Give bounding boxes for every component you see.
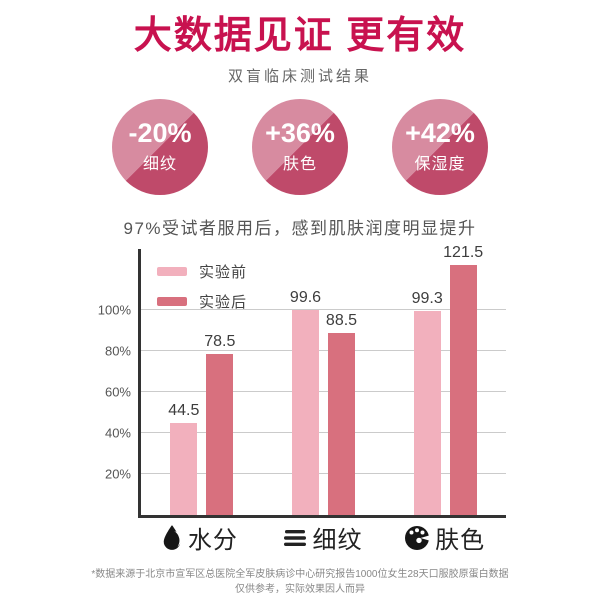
bar-wrapper: 99.6 [290,289,321,515]
category-label: 水分 [187,527,238,555]
y-tick-label: 100% [97,302,131,318]
bar [328,333,355,515]
legend-item-after: 实验后 [157,291,247,312]
category-water: 水分 [138,520,261,555]
stat-circle-moisture: +42% 保湿度 [392,98,488,195]
legend-label: 实验后 [199,293,248,311]
bar-wrapper: 99.3 [412,290,443,515]
gridline [141,349,506,351]
bar [292,310,319,515]
y-tick-label: 80% [104,343,131,359]
bar-wrapper: 121.5 [443,244,483,515]
subtitle: 双盲临床测试结果 [227,67,372,85]
claim-text: 97%受试者服用后，感到肌肤润度明显提升 [123,218,477,238]
bar-group: 99.6 88.5 [263,249,385,515]
three-lines-icon [282,527,308,549]
legend-swatch-before [157,266,187,276]
legend-label: 实验前 [199,263,248,281]
y-tick-label: 20% [104,466,131,482]
stat-circle-skin-tone: +36% 肤色 [252,98,348,195]
category-axis: 水分 细纹 [138,518,506,558]
gridline [141,390,506,392]
bar-chart: 实验前 实验后 44.5 78.5 99.6 88.5 99.3 121.5 20% 40%… [94,244,506,558]
bar-value-label: 78.5 [204,332,236,350]
stat-label: 细纹 [142,155,177,173]
stat-value: +42% [405,118,475,149]
stat-circle-wrinkles: -20% 细纹 [112,98,208,195]
category-skin-tone: 肤色 [383,520,506,555]
gridline [141,431,506,433]
bar-wrapper: 88.5 [326,312,357,515]
footer-line-2: 仅供参考，实际效果因人而异 [235,583,365,595]
bar-value-label: 88.5 [325,312,358,330]
gridline [141,472,506,474]
bar-groups: 44.5 78.5 99.6 88.5 99.3 121.5 [141,244,506,515]
stat-value: -20% [128,118,192,149]
y-tick-label: 60% [104,384,131,400]
category-wrinkles: 细纹 [261,520,384,555]
page-title: 大数据见证 更有效 [133,15,467,57]
stat-circles: -20% 细纹 +36% 肤色 +42% 保湿度 [0,98,600,195]
bar [449,265,477,515]
palette-icon [404,525,430,551]
bar-group: 99.3 121.5 [384,244,506,515]
chart-plot-area: 实验前 实验后 44.5 78.5 99.6 88.5 99.3 121.5 20% 40%… [98,244,506,518]
chart-legend: 实验前 实验后 [157,261,247,312]
footer-line-1: *数据来源于北京市宣军区总医院全军皮肤病诊中心研究报告1000位女生28天口服胶… [91,568,509,580]
bar-value-label: 44.5 [168,402,200,420]
bar [413,310,441,515]
bar-group: 44.5 78.5 [141,249,263,515]
y-tick-label: 40% [104,425,131,441]
bar [206,353,234,515]
stat-label: 保湿度 [414,155,466,173]
footer-disclaimer: *数据来源于北京市宣军区总医院全军皮肤病诊中心研究报告1000位女生28天口服胶… [0,567,600,597]
legend-item-before: 实验前 [157,261,247,282]
bar-value-label: 99.6 [289,289,322,307]
stat-label: 肤色 [282,155,317,173]
bar-wrapper: 44.5 [168,402,199,515]
stat-value: +36% [265,118,335,149]
bar-value-label: 121.5 [443,244,484,262]
category-label: 细纹 [312,527,363,555]
bar [170,423,198,515]
gridline [141,308,506,310]
water-drop-icon [161,524,183,552]
bar-value-label: 99.3 [411,289,443,307]
legend-swatch-after [157,296,187,306]
bar-wrapper: 78.5 [204,333,235,515]
category-label: 肤色 [435,527,486,555]
